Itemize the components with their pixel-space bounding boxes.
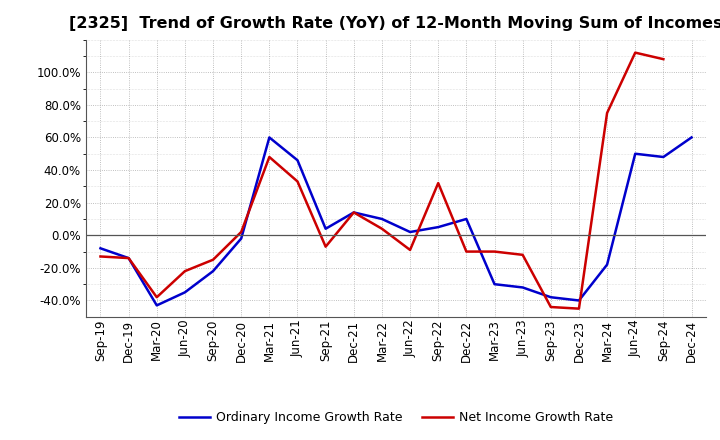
Ordinary Income Growth Rate xyxy=(237,236,246,241)
Net Income Growth Rate xyxy=(153,295,161,300)
Ordinary Income Growth Rate xyxy=(518,285,527,290)
Net Income Growth Rate xyxy=(462,249,471,254)
Ordinary Income Growth Rate xyxy=(125,256,133,261)
Net Income Growth Rate xyxy=(125,256,133,261)
Ordinary Income Growth Rate xyxy=(687,135,696,140)
Net Income Growth Rate xyxy=(293,179,302,184)
Net Income Growth Rate xyxy=(265,154,274,160)
Net Income Growth Rate xyxy=(631,50,639,55)
Line: Net Income Growth Rate: Net Income Growth Rate xyxy=(101,53,663,308)
Ordinary Income Growth Rate xyxy=(153,303,161,308)
Legend: Ordinary Income Growth Rate, Net Income Growth Rate: Ordinary Income Growth Rate, Net Income … xyxy=(174,406,618,429)
Ordinary Income Growth Rate xyxy=(181,290,189,295)
Ordinary Income Growth Rate xyxy=(293,158,302,163)
Net Income Growth Rate xyxy=(181,268,189,274)
Net Income Growth Rate xyxy=(603,110,611,116)
Net Income Growth Rate xyxy=(349,210,358,215)
Ordinary Income Growth Rate xyxy=(96,246,105,251)
Ordinary Income Growth Rate xyxy=(631,151,639,156)
Ordinary Income Growth Rate xyxy=(603,262,611,267)
Net Income Growth Rate xyxy=(659,56,667,62)
Ordinary Income Growth Rate xyxy=(349,210,358,215)
Ordinary Income Growth Rate xyxy=(321,226,330,231)
Ordinary Income Growth Rate xyxy=(434,224,443,230)
Net Income Growth Rate xyxy=(518,252,527,257)
Ordinary Income Growth Rate xyxy=(659,154,667,160)
Ordinary Income Growth Rate xyxy=(546,295,555,300)
Net Income Growth Rate xyxy=(490,249,499,254)
Ordinary Income Growth Rate xyxy=(462,216,471,222)
Title: [2325]  Trend of Growth Rate (YoY) of 12-Month Moving Sum of Incomes: [2325] Trend of Growth Rate (YoY) of 12-… xyxy=(69,16,720,32)
Net Income Growth Rate xyxy=(209,257,217,262)
Ordinary Income Growth Rate xyxy=(490,282,499,287)
Net Income Growth Rate xyxy=(321,244,330,249)
Ordinary Income Growth Rate xyxy=(377,216,386,222)
Net Income Growth Rate xyxy=(575,306,583,311)
Net Income Growth Rate xyxy=(406,247,415,253)
Net Income Growth Rate xyxy=(237,229,246,235)
Ordinary Income Growth Rate xyxy=(209,268,217,274)
Ordinary Income Growth Rate xyxy=(265,135,274,140)
Net Income Growth Rate xyxy=(546,304,555,310)
Net Income Growth Rate xyxy=(434,180,443,186)
Line: Ordinary Income Growth Rate: Ordinary Income Growth Rate xyxy=(101,137,691,305)
Net Income Growth Rate xyxy=(96,254,105,259)
Net Income Growth Rate xyxy=(377,226,386,231)
Ordinary Income Growth Rate xyxy=(575,298,583,303)
Ordinary Income Growth Rate xyxy=(406,229,415,235)
